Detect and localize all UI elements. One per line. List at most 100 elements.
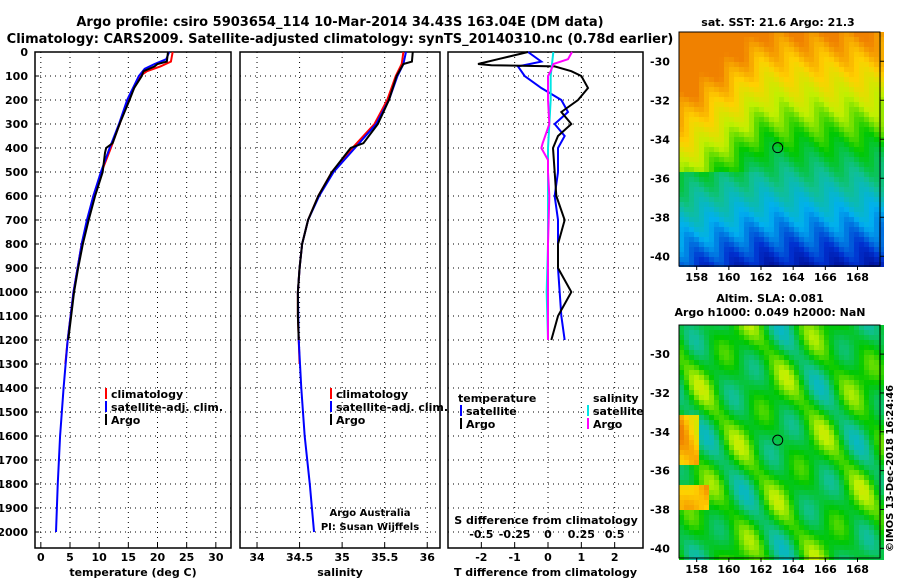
map-cell [809, 385, 814, 390]
map-cell [714, 47, 719, 52]
map-cell [879, 192, 884, 197]
map-cell [689, 325, 694, 330]
map-cell [694, 162, 699, 167]
map-cell [809, 525, 814, 530]
map-cell [794, 77, 799, 82]
map-cell [684, 127, 689, 132]
map-cell [719, 405, 724, 410]
map-cell [709, 490, 714, 495]
map-cell [859, 515, 864, 520]
map-cell [819, 162, 824, 167]
map-cell [694, 247, 699, 252]
map-cell [739, 212, 744, 217]
map-cell [839, 375, 844, 380]
map-cell [704, 400, 709, 405]
map-cell [849, 515, 854, 520]
map-cell [859, 62, 864, 67]
legend-label: climatology [111, 388, 183, 401]
map-cell [709, 167, 714, 172]
map-cell [839, 445, 844, 450]
map-cell [859, 67, 864, 72]
map-cell [779, 57, 784, 62]
map-cell [709, 450, 714, 455]
map-cell [714, 330, 719, 335]
map-cell [734, 137, 739, 142]
map-cell [754, 57, 759, 62]
map-cell [859, 470, 864, 475]
map-cell [779, 87, 784, 92]
map-cell [824, 550, 829, 555]
map-cell [794, 122, 799, 127]
map-cell [824, 430, 829, 435]
map-cell [709, 395, 714, 400]
map-cell [729, 47, 734, 52]
map-cell [854, 242, 859, 247]
map-cell [819, 62, 824, 67]
map-cell [814, 137, 819, 142]
map-cell [754, 72, 759, 77]
map-cell [714, 262, 719, 267]
map-cell [854, 117, 859, 122]
map-cell [814, 167, 819, 172]
map-cell [719, 187, 724, 192]
map-cell [819, 82, 824, 87]
map-cell [874, 257, 879, 262]
map-cell [854, 345, 859, 350]
map-cell [714, 42, 719, 47]
map-cell [809, 37, 814, 42]
map-cell [774, 72, 779, 77]
map-cell [834, 87, 839, 92]
map-cell [864, 425, 869, 430]
map-cell [859, 97, 864, 102]
map-cell [789, 460, 794, 465]
map-cell [714, 32, 719, 37]
map-cell [849, 162, 854, 167]
map-cell [679, 325, 684, 330]
map-cell [859, 242, 864, 247]
map-cell [729, 525, 734, 530]
map-cell [719, 365, 724, 370]
map-cell [769, 72, 774, 77]
map-cell [839, 440, 844, 445]
map-cell [779, 72, 784, 77]
map-cell [714, 207, 719, 212]
map-cell [769, 107, 774, 112]
map-cell [699, 132, 704, 137]
map-cell [804, 495, 809, 500]
map-cell [704, 212, 709, 217]
map-cell [864, 252, 869, 257]
map-cell [774, 257, 779, 262]
map-cell [769, 117, 774, 122]
map-cell [779, 495, 784, 500]
map-cell [779, 480, 784, 485]
map-cell [819, 172, 824, 177]
map-cell [854, 435, 859, 440]
map-cell [839, 122, 844, 127]
map-cell [734, 257, 739, 262]
map-cell [699, 475, 704, 480]
map-cell [774, 222, 779, 227]
map-cell [769, 545, 774, 550]
map-cell [809, 475, 814, 480]
map-cell [864, 232, 869, 237]
map-cell [874, 405, 879, 410]
map-cell [864, 540, 869, 545]
y-tick-label: 0 [20, 46, 28, 59]
map-cell [734, 430, 739, 435]
map-cell [754, 430, 759, 435]
map-cell [794, 57, 799, 62]
map-cell [869, 172, 874, 177]
map-cell [724, 345, 729, 350]
map-cell [829, 167, 834, 172]
map-cell [799, 485, 804, 490]
map-cell [799, 162, 804, 167]
map-cell [679, 380, 684, 385]
map-cell [759, 425, 764, 430]
map-cell [739, 172, 744, 177]
map-cell [804, 425, 809, 430]
map-cell [694, 152, 699, 157]
map-cell [709, 157, 714, 162]
map-cell [729, 450, 734, 455]
map-cell [839, 137, 844, 142]
map-cell [789, 212, 794, 217]
